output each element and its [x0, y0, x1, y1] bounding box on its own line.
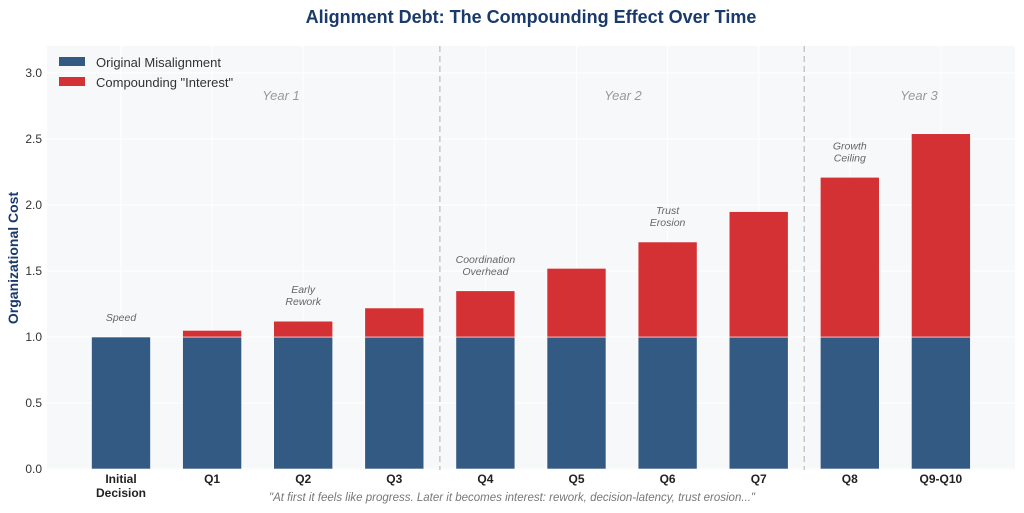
bar-annotation: Trust [656, 205, 680, 217]
bars [91, 133, 971, 470]
y-tick-label: 1.0 [25, 330, 42, 344]
bar-compounding-interest [364, 307, 425, 338]
bar-compounding-interest [819, 176, 880, 338]
bar-annotation: Overhead [462, 266, 509, 278]
chart-caption: "At first it feels like progress. Later … [269, 492, 756, 504]
bar-compounding-interest [455, 290, 516, 338]
x-tick-label: Decision [96, 486, 146, 500]
x-tick-label: Q6 [660, 472, 676, 486]
x-tick-label: Q1 [204, 472, 220, 486]
x-tick-label: Q8 [842, 472, 858, 486]
bar-original-misalignment [91, 336, 151, 470]
bar-annotation: Speed [106, 312, 138, 324]
bar-annotation: Growth [833, 140, 867, 152]
bar-original-misalignment [546, 336, 607, 470]
bar-compounding-interest [273, 320, 334, 338]
y-tick-label: 2.5 [25, 132, 42, 146]
period-dividers [439, 46, 805, 470]
bar-original-misalignment [637, 336, 698, 470]
period-label: Year 2 [604, 88, 642, 103]
bar-annotation: Early [291, 284, 316, 296]
bar-original-misalignment [364, 336, 425, 470]
bar-annotation: Erosion [650, 217, 686, 229]
bar-compounding-interest [637, 241, 698, 338]
y-tick-label: 2.0 [25, 198, 42, 212]
x-tick-label: Q3 [386, 472, 402, 486]
y-tick-label: 3.0 [25, 66, 42, 80]
bar-original-misalignment [455, 336, 516, 470]
x-tick-label: Q4 [477, 472, 493, 486]
x-tick-label: Q2 [295, 472, 311, 486]
y-tick-label: 0.5 [25, 396, 42, 410]
legend-swatch-original-misalignment [59, 57, 85, 66]
x-tick-label: Initial [105, 472, 136, 486]
bar-original-misalignment [911, 336, 971, 470]
bar-compounding-interest [728, 211, 789, 338]
bar-compounding-interest [182, 330, 242, 338]
period-label: Year 3 [900, 88, 938, 103]
legend-swatch-compounding-interest [59, 77, 85, 86]
legend-label-original-misalignment: Original Misalignment [96, 55, 221, 70]
x-tick-label: Q5 [568, 472, 584, 486]
bar-original-misalignment [728, 336, 789, 470]
period-label: Year 1 [262, 88, 300, 103]
bar-annotation: Coordination [456, 254, 516, 266]
y-axis-label: Organizational Cost [5, 192, 21, 325]
legend-label-compounding-interest: Compounding "Interest" [96, 75, 234, 90]
y-tick-label: 0.0 [25, 462, 42, 476]
bar-original-misalignment [819, 336, 880, 470]
period-labels: Year 1 Year 2 Year 3 [262, 88, 938, 103]
y-tick-label: 1.5 [25, 264, 42, 278]
x-tick-label: Q9-Q10 [920, 472, 963, 486]
legend: Original Misalignment Compounding "Inter… [59, 55, 234, 90]
y-axis-ticks: 0.0 0.5 1.0 1.5 2.0 2.5 3.0 [25, 66, 42, 476]
bar-compounding-interest [546, 268, 607, 338]
bar-original-misalignment [182, 336, 242, 470]
bar-annotation: Rework [285, 296, 321, 308]
bar-annotation: Ceiling [834, 152, 866, 164]
bar-original-misalignment [273, 336, 334, 470]
x-tick-label: Q7 [751, 472, 767, 486]
bar-compounding-interest [911, 133, 971, 338]
chart-title: Alignment Debt: The Compounding Effect O… [306, 7, 757, 27]
